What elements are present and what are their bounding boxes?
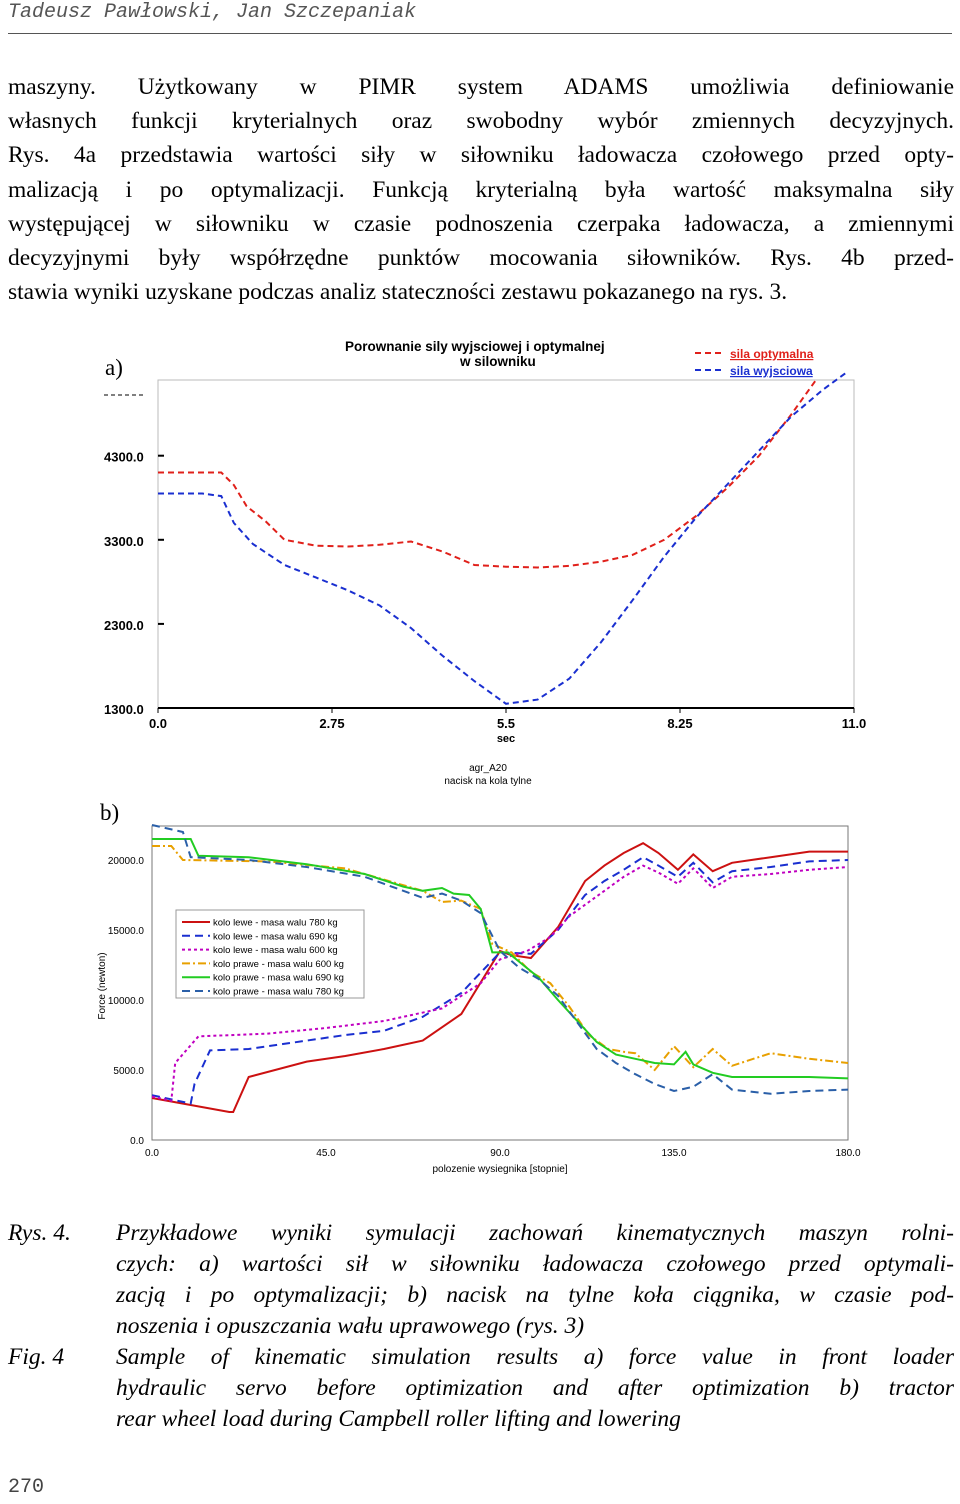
caption-polish: Rys. 4. Przykładowe wyniki symulacji zac… — [8, 1218, 954, 1342]
paragraph-line: występującej w siłowniku w czasie podnos… — [8, 210, 954, 237]
y-tick-label: 10000.0 — [108, 996, 145, 1007]
paragraph-line: decyzyjnymi były współrzędne punktów moc… — [8, 245, 954, 272]
x-tick-label: 45.0 — [316, 1148, 336, 1159]
y-tick-label: 0.0 — [130, 1136, 144, 1147]
x-tick-label: 90.0 — [490, 1148, 510, 1159]
figure-caption: Rys. 4. Przykładowe wyniki symulacji zac… — [8, 1218, 954, 1435]
caption-line: rear wheel load during Campbell roller l… — [116, 1406, 681, 1432]
caption-label-pl: Rys. 4. — [8, 1220, 71, 1246]
chart-a-axes — [104, 379, 855, 713]
legend-label: kolo prawe - masa walu 780 kg — [213, 987, 344, 998]
chart-title-line: agr_A20 — [469, 763, 507, 774]
caption-line: Przykładowe wyniki symulacji zachowań ki… — [116, 1220, 954, 1246]
chart-b: 0.0 5000.0 10000.0 15000.0 20000.0 0.0 45.0 90.… — [97, 763, 861, 1175]
y-axis-label: Force (newton) — [97, 952, 108, 1019]
x-tick-label: 5.5 — [497, 716, 515, 731]
caption-label-en: Fig. 4 — [8, 1344, 65, 1370]
legend-box — [175, 909, 365, 999]
y-tick-label: 4300.0 — [104, 450, 144, 465]
legend-label: kolo prawe - masa walu 600 kg — [213, 959, 344, 970]
paragraph-line: Rys. 4a przedstawia wartości siły w siło… — [8, 142, 954, 169]
series-line-3 — [151, 864, 849, 1103]
x-axis-label: polozenie wysiegnika [stopnie] — [432, 1164, 567, 1175]
chart-b-labels: 0.0 5000.0 10000.0 15000.0 20000.0 0.0 45.0 90.… — [97, 763, 861, 1175]
chart-a-labels: 1300.0 2300.0 3300.0 4300.0 0.0 2.75 5.5 8.25 11… — [104, 339, 866, 745]
chart-b-legend: kolo lewe - masa walu 780 kg kolo lewe - … — [175, 909, 365, 999]
caption-text-en: Sample of kinematic simulation results a… — [116, 1342, 954, 1435]
figure-a-panel: 1300.0 2300.0 3300.0 4300.0 0.0 2.75 5.5 8.25 11… — [90, 332, 874, 750]
chart-title-line: Porownanie sily wyjsciowej i optymalnej — [345, 339, 605, 354]
legend-label: kolo lewe - masa walu 600 kg — [213, 945, 338, 956]
caption-text-pl: Przykładowe wyniki symulacji zachowań ki… — [116, 1218, 954, 1342]
caption-line: hydraulic servo before optimization and … — [116, 1375, 954, 1401]
legend-label: kolo lewe - masa walu 780 kg — [213, 918, 338, 929]
series-line-1 — [151, 842, 848, 1113]
y-tick-label: 15000.0 — [108, 926, 145, 937]
x-tick-label: 0.0 — [149, 716, 167, 731]
chart-title-line: w silowniku — [459, 354, 536, 369]
x-axis-label: sec — [497, 733, 515, 745]
paragraph-line: maszyny. Użytkowany w PIMR system ADAMS … — [8, 74, 954, 100]
x-tick-label: 11.0 — [842, 716, 867, 731]
paragraph-line: malizacją i po optymalizacji. Funkcją kr… — [8, 176, 954, 203]
chart-a-plot-area — [157, 379, 855, 709]
caption-english: Fig. 4 Sample of kinematic simulation re… — [8, 1342, 954, 1435]
page-number: 270 — [8, 1476, 45, 1499]
caption-line: Sample of kinematic simulation results a… — [116, 1344, 954, 1370]
running-header: Tadeusz Pawłowski, Jan Szczepaniak — [8, 1, 417, 24]
y-tick-label: 3300.0 — [104, 534, 144, 549]
legend-label: sila wyjsciowa — [730, 364, 813, 378]
body-paragraph: maszyny. Użytkowany w PIMR system ADAMS … — [8, 70, 954, 309]
chart-title-line: nacisk na kola tylne — [444, 776, 532, 787]
y-tick-label: 5000.0 — [113, 1066, 144, 1077]
x-tick-label: 135.0 — [661, 1148, 686, 1159]
legend-label: kolo prawe - masa walu 690 kg — [213, 973, 344, 984]
y-tick-label: 20000.0 — [108, 856, 145, 867]
figure-a-label: a) — [105, 355, 123, 380]
paragraph-line: stawia wyniki uzyskane podczas analiz st… — [8, 279, 788, 306]
legend-label: sila optymalna — [730, 347, 814, 361]
x-tick-label: 0.0 — [145, 1148, 159, 1159]
x-tick-label: 2.75 — [319, 716, 344, 731]
chart-b-series — [151, 824, 849, 1113]
legend-label: kolo lewe - masa walu 690 kg — [213, 931, 338, 942]
series-line-5 — [152, 838, 849, 1080]
caption-line: noszenia i opuszczania wału uprawowego (… — [116, 1313, 585, 1339]
caption-line: czych: a) wartości sił w siłowniku ładow… — [116, 1251, 954, 1277]
header-rule — [8, 33, 952, 34]
x-tick-label: 180.0 — [835, 1148, 860, 1159]
paragraph-line: własnych funkcji kryterialnych oraz swob… — [8, 108, 954, 135]
chart-a-series — [158, 370, 849, 705]
x-tick-label: 8.25 — [667, 716, 692, 731]
y-tick-label: 2300.0 — [104, 618, 144, 633]
caption-line: zacją i po optymalizacji; b) nacisk na t… — [116, 1282, 954, 1308]
series-line-wyjsciowa — [158, 370, 849, 705]
figure-b-panel: 0.0 5000.0 10000.0 15000.0 20000.0 0.0 45.0 90.… — [86, 752, 874, 1178]
series-line-6 — [151, 824, 849, 1095]
y-tick-label: 1300.0 — [104, 702, 144, 717]
figure-b-label: b) — [100, 800, 120, 825]
chart-a: 1300.0 2300.0 3300.0 4300.0 0.0 2.75 5.5 8.25 11… — [104, 339, 866, 745]
